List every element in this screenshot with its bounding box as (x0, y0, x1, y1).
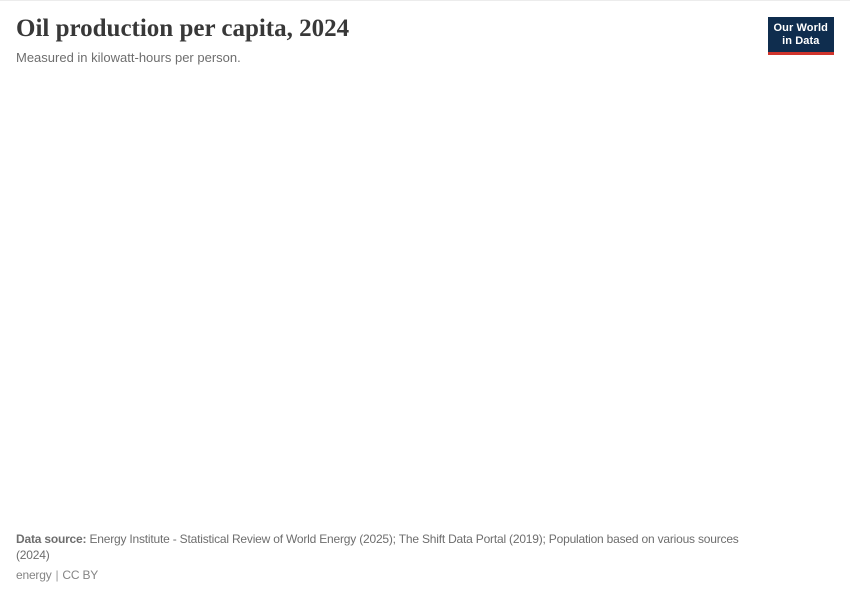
footer-license-line: energy | CC BY (16, 568, 834, 583)
data-source-text: Energy Institute - Statistical Review of… (89, 532, 739, 546)
owid-logo[interactable]: Our World in Data (767, 17, 834, 55)
chart-subtitle: Measured in kilowatt-hours per person. (16, 50, 241, 65)
chart-footer: Data source: Energy Institute - Statisti… (0, 531, 850, 600)
chart-title: Oil production per capita, 2024 (16, 15, 350, 42)
owid-logo-line1: Our World (773, 22, 828, 34)
owid-logo-line2: in Data (782, 35, 820, 47)
chart-header: Oil production per capita, 2024 Measured… (0, 1, 850, 66)
license-link[interactable]: CC BY (62, 568, 99, 582)
data-source-line: Data source: Energy Institute - Statisti… (16, 531, 834, 547)
data-source-text-continued: (2024) (16, 548, 50, 562)
chart-plot-area (0, 65, 850, 531)
footer-separator: | (55, 568, 59, 582)
data-source-label: Data source: (16, 532, 87, 546)
topic-link[interactable]: energy (16, 568, 52, 582)
chart-header-titles: Oil production per capita, 2024 Measured… (16, 14, 349, 66)
